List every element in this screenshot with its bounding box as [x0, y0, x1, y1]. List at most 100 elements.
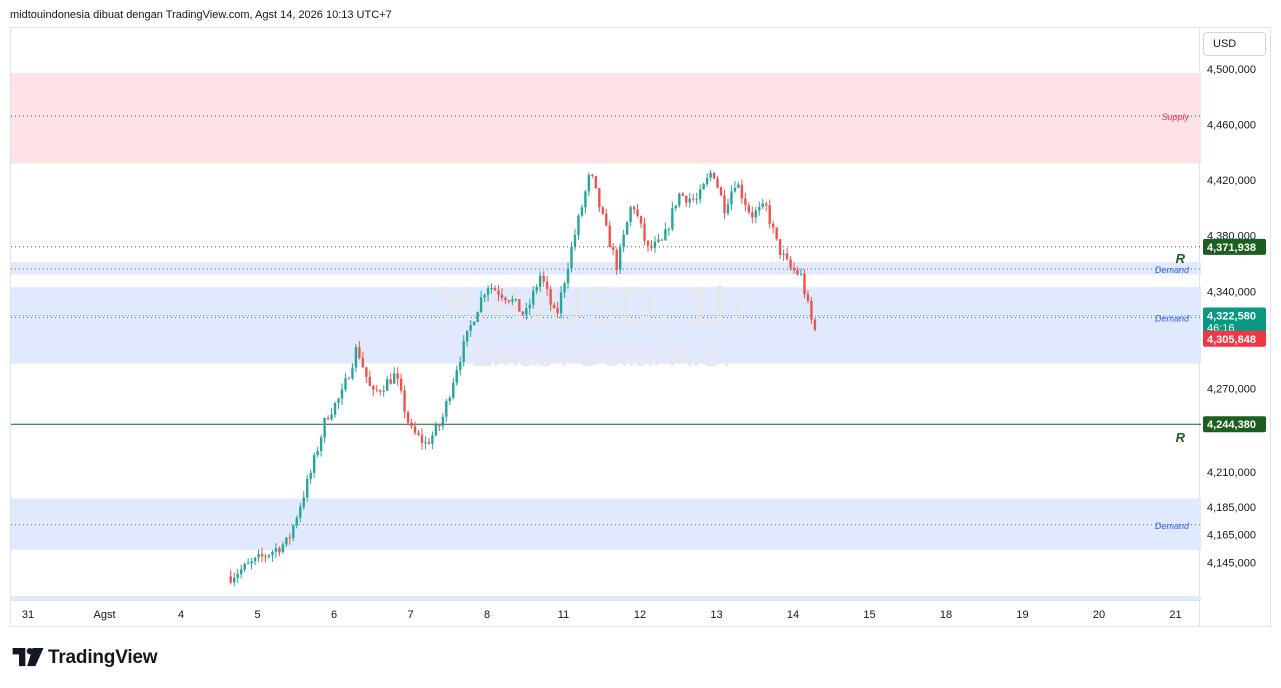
candle-body: [233, 577, 236, 583]
candle-body: [490, 288, 493, 290]
candle-body: [389, 379, 392, 384]
candle-body: [702, 184, 705, 190]
candle-body: [406, 411, 410, 423]
demand-zone: [11, 287, 1201, 364]
candle-body: [799, 273, 803, 275]
candle-body: [441, 416, 445, 427]
candle-body: [326, 417, 330, 420]
candle-body: [462, 341, 465, 362]
time-axis-tick-label: 8: [484, 609, 490, 621]
candle-body: [573, 235, 577, 247]
resistance-label: R: [1176, 430, 1186, 445]
price-axis-tick-label: 4,500,000: [1207, 64, 1256, 76]
time-axis-tick-label: 5: [254, 609, 260, 621]
candle-body: [309, 472, 312, 480]
zones-layer: [11, 73, 1201, 600]
candle-body: [514, 299, 518, 301]
candle-body: [587, 174, 591, 192]
candle-body: [431, 435, 434, 444]
candle-body: [306, 479, 309, 498]
candle-body: [427, 442, 431, 444]
candle-body: [372, 386, 375, 390]
candle-body: [653, 241, 657, 248]
chart-header-text: midtouindonesia dibuat dengan TradingVie…: [10, 9, 392, 21]
chart-pane[interactable]: XAUUSD, 1h Emas / Dollar A.S. Supply Dema…: [10, 27, 1201, 602]
candle-body: [368, 376, 372, 387]
demand-zone-label: Demand: [1155, 265, 1190, 275]
currency-button[interactable]: USD: [1203, 32, 1266, 56]
candle-body: [695, 199, 698, 201]
time-axis[interactable]: 31 Agst 4 5 6 7 8 11 12 13 14 15 18 19 20 21: [10, 601, 1200, 627]
lines-layer: [11, 246, 1201, 425]
candle-body: [500, 294, 504, 298]
price-axis[interactable]: 4,500,000 4,460,000 4,420,000 4,380,000 4,34…: [1200, 27, 1271, 627]
candle-body: [344, 378, 347, 390]
price-badge-text: 4,322,580: [1207, 311, 1256, 323]
candle-body: [678, 193, 681, 206]
candle-body: [479, 297, 483, 312]
candle-body: [420, 434, 424, 444]
candle-body: [709, 172, 712, 178]
candle-body: [810, 300, 813, 320]
price-axis-tick-label: 4,270,000: [1207, 384, 1256, 396]
candle-body: [243, 563, 246, 570]
candle-body: [253, 557, 257, 562]
candle-body: [584, 191, 587, 208]
candle-body: [476, 311, 479, 322]
candle-body: [535, 286, 538, 291]
candle-body: [459, 361, 462, 371]
time-axis-tick-label: 6: [331, 609, 337, 621]
tradingview-brand-text: TradingView: [48, 647, 158, 668]
tradingview-logo[interactable]: TradingView: [12, 646, 158, 670]
candle-body: [761, 203, 764, 208]
candle-body: [518, 299, 521, 312]
candle-body: [768, 205, 771, 224]
candle-body: [598, 188, 601, 208]
time-axis-tick-label: 12: [634, 609, 646, 621]
price-axis-tick-label: 4,210,000: [1207, 467, 1256, 479]
watermark-description: Emas / Dollar A.S.: [471, 337, 731, 373]
candle-body: [688, 198, 691, 203]
candle-body: [299, 506, 302, 518]
candle-body: [765, 203, 768, 206]
candle-body: [396, 373, 399, 379]
candle-body: [671, 208, 674, 230]
candles-layer: [229, 170, 817, 587]
candle-body: [566, 268, 570, 284]
symbol-watermark: XAUUSD, 1h Emas / Dollar A.S.: [439, 277, 742, 373]
candle-body: [632, 206, 636, 210]
candle-body: [789, 259, 792, 268]
price-axis-tick-label: 4,145,000: [1207, 557, 1256, 569]
candle-body: [803, 273, 806, 295]
candle-body: [629, 206, 632, 223]
price-axis-tick-label: 4,165,000: [1207, 530, 1256, 542]
candle-body: [246, 563, 250, 565]
candle-body: [274, 548, 278, 552]
candle-body: [577, 215, 580, 236]
candle-body: [719, 187, 723, 196]
candle-body: [285, 537, 288, 545]
candle-body: [434, 424, 438, 436]
price-badge-text: 4,371,938: [1207, 242, 1256, 254]
candle-body: [643, 223, 646, 241]
candle-body: [792, 267, 796, 271]
price-chart[interactable]: XAUUSD, 1h Emas / Dollar A.S. Supply Dema…: [11, 28, 1201, 602]
candle-body: [594, 176, 598, 189]
candle-body: [528, 304, 531, 309]
candle-body: [730, 191, 733, 205]
candle-body: [358, 347, 361, 358]
candle-body: [333, 402, 337, 415]
candle-body: [260, 554, 264, 557]
price-axis-tick-label: 4,420,000: [1207, 175, 1256, 187]
candle-body: [751, 212, 754, 218]
candle-body: [382, 390, 385, 392]
candle-body: [424, 442, 427, 444]
candle-body: [698, 189, 702, 200]
price-badge-resistance: 4,371,938: [1203, 238, 1266, 255]
candle-body: [758, 207, 761, 211]
candle-body: [667, 229, 671, 231]
demand-zone: [11, 498, 1201, 550]
candle-body: [445, 401, 448, 417]
candle-body: [403, 390, 406, 412]
candle-body: [681, 193, 684, 196]
